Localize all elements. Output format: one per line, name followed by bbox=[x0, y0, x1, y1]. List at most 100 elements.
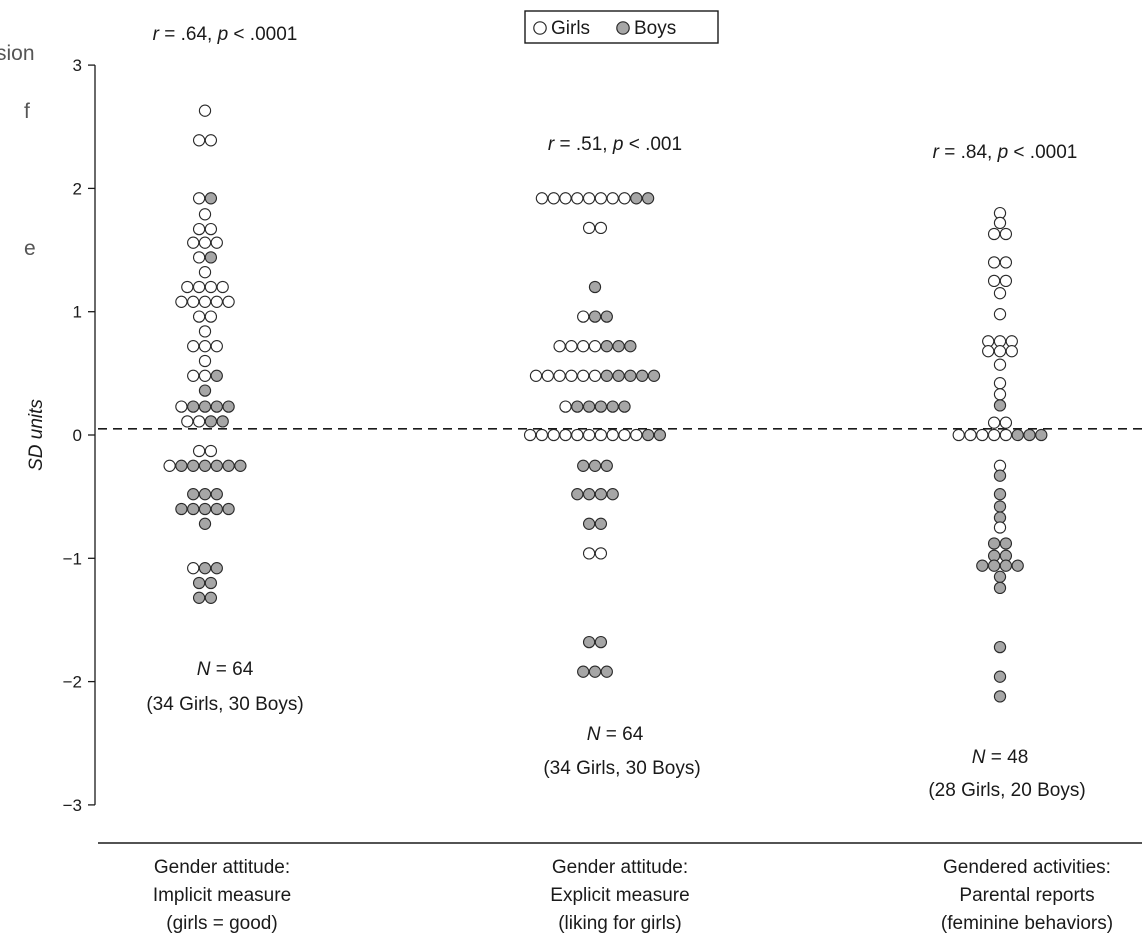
category-label-line: Parental reports bbox=[959, 885, 1094, 906]
dot-boy bbox=[204, 192, 218, 205]
dot-boy bbox=[993, 469, 1007, 482]
dot-boy bbox=[999, 537, 1013, 550]
dot-girl bbox=[987, 227, 1001, 241]
dot-girl bbox=[187, 562, 200, 575]
dot-boy bbox=[210, 459, 223, 472]
dot-boy bbox=[204, 251, 218, 264]
dot-boy bbox=[1023, 428, 1036, 442]
dot-girl bbox=[204, 310, 218, 323]
dot-girl bbox=[993, 287, 1007, 300]
dot-boy bbox=[1011, 559, 1024, 572]
dot-girl bbox=[529, 369, 543, 382]
dot-girl bbox=[181, 415, 194, 428]
annotations-layer: r = .64, p < .0001 N = 64 (34 Girls, 30 Bo… bbox=[146, 24, 1085, 801]
dot-boy bbox=[204, 415, 218, 428]
dot-boy bbox=[993, 399, 1007, 412]
dot-boy bbox=[198, 488, 212, 501]
dot-boy bbox=[653, 428, 667, 442]
dot-boy bbox=[600, 310, 613, 323]
dot-boy bbox=[606, 400, 619, 413]
category-label-line: (liking for girls) bbox=[558, 913, 682, 934]
dot-boy bbox=[577, 459, 590, 472]
dot-girl bbox=[594, 221, 608, 235]
dot-boy bbox=[234, 459, 247, 472]
dot-girl bbox=[204, 280, 218, 294]
dot-boy bbox=[222, 459, 235, 472]
dot-boy bbox=[187, 400, 200, 413]
dot-girl bbox=[993, 216, 1007, 230]
dot-boy bbox=[993, 581, 1007, 595]
dot-boy bbox=[588, 280, 602, 294]
dot-boy bbox=[204, 591, 218, 604]
dot-boy bbox=[987, 537, 1001, 550]
legend-boys-marker bbox=[616, 21, 630, 35]
dot-girl bbox=[987, 428, 1001, 442]
category-label-line: Gender attitude: bbox=[154, 857, 290, 878]
dot-girl bbox=[547, 192, 560, 205]
dot-boy bbox=[216, 415, 229, 428]
dot-girl bbox=[198, 325, 212, 338]
dot-girl bbox=[618, 192, 631, 205]
dot-girl bbox=[976, 428, 989, 442]
y-axis-label: SD units bbox=[26, 399, 47, 471]
clipped-margin-text: sion f e bbox=[0, 0, 40, 300]
dot-girl bbox=[523, 428, 537, 442]
dot-boy bbox=[624, 340, 637, 353]
category-label-line: Gender attitude: bbox=[552, 857, 688, 878]
dot-boy bbox=[222, 502, 235, 516]
dot-girl bbox=[210, 236, 223, 249]
dot-boy bbox=[641, 192, 655, 205]
category-label-line: Explicit measure bbox=[550, 885, 689, 906]
dot-boy bbox=[192, 591, 206, 604]
dot-girl bbox=[964, 428, 977, 442]
dot-boy bbox=[993, 488, 1007, 501]
dot-boy bbox=[210, 502, 223, 516]
dot-boy bbox=[198, 384, 212, 397]
dot-boy bbox=[624, 369, 637, 382]
dot-girl bbox=[993, 377, 1007, 390]
dots-layer bbox=[163, 104, 1048, 703]
dot-girl bbox=[198, 104, 212, 117]
dot-girl bbox=[1005, 345, 1018, 358]
clipped-text-4: e bbox=[24, 237, 36, 260]
dot-boy bbox=[588, 665, 602, 678]
dot-girl bbox=[594, 428, 608, 442]
dot-girl bbox=[618, 428, 631, 442]
dot-boy bbox=[647, 369, 661, 382]
dot-boy bbox=[588, 310, 602, 323]
dot-girl bbox=[987, 274, 1001, 288]
n-annotation: N = 64 bbox=[197, 659, 254, 680]
dot-girl bbox=[198, 266, 212, 279]
dot-girl bbox=[192, 222, 206, 236]
dot-girl bbox=[187, 340, 200, 353]
dot-girl bbox=[982, 345, 995, 358]
dot-girl bbox=[993, 388, 1007, 401]
dot-girl bbox=[987, 416, 1001, 429]
n-detail: (34 Girls, 30 Boys) bbox=[543, 758, 700, 779]
dot-boy bbox=[187, 459, 200, 472]
n-annotation: N = 48 bbox=[972, 747, 1029, 768]
y-axis: 3 2 1 0 −1 −2 −3 SD units bbox=[26, 56, 1142, 844]
dot-boy bbox=[594, 400, 608, 413]
dot-girl bbox=[993, 358, 1007, 371]
dot-girl bbox=[999, 256, 1013, 269]
dot-boy bbox=[993, 500, 1007, 513]
legend: Girls Boys bbox=[524, 10, 719, 44]
dot-girl bbox=[535, 192, 549, 205]
dot-girl bbox=[204, 444, 218, 458]
dot-girl bbox=[582, 192, 596, 205]
y-tick-label: 2 bbox=[73, 179, 82, 198]
dot-girl bbox=[553, 369, 566, 382]
dot-girl bbox=[999, 416, 1013, 429]
dot-girl bbox=[198, 354, 212, 368]
dot-boy bbox=[187, 488, 200, 501]
dot-girl bbox=[163, 459, 176, 472]
dot-girl bbox=[565, 369, 578, 382]
dot-girl bbox=[192, 310, 206, 323]
dot-girl bbox=[198, 340, 212, 353]
dot-girl bbox=[582, 221, 596, 235]
x-category-labels: Gender attitude: Implicit measure (girls =… bbox=[153, 857, 1113, 934]
dot-girl bbox=[577, 310, 590, 323]
dot-boy bbox=[594, 488, 608, 501]
